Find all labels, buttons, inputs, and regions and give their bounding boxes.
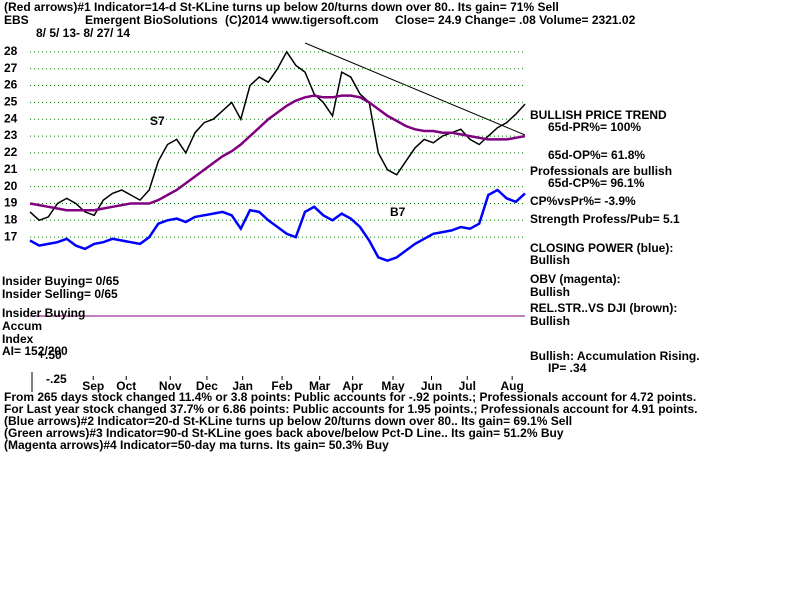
note: OBV (magenta): <box>530 272 621 286</box>
note: Strength Profess/Pub= 5.1 <box>530 212 680 226</box>
side-note: Index <box>2 332 34 346</box>
note: 65d-OP%= 61.8% <box>548 148 645 162</box>
signal-label: B7 <box>390 205 406 219</box>
x-tick-label: Jan <box>232 379 253 393</box>
footer-line: (Green arrows)#3 Indicator=90-d St-KLine… <box>4 426 564 440</box>
date-range: 8/ 5/ 13- 8/ 27/ 14 <box>36 26 130 40</box>
company: Emergent BioSolutions <box>85 13 218 27</box>
y-tick-label: 20 <box>4 179 18 193</box>
x-tick-label: Aug <box>501 379 524 393</box>
side-note: Insider Selling= 0/65 <box>2 287 118 301</box>
legend-entry: CLOSING POWER (blue): <box>530 241 673 255</box>
x-tick-label: Nov <box>159 379 182 393</box>
signal-label: S7 <box>150 114 165 128</box>
note: Bullish <box>530 314 570 328</box>
series-line <box>29 50 526 222</box>
quote: Close= 24.9 Change= .08 Volume= 2321.02 <box>395 13 636 27</box>
note: 65d-PR%= 100% <box>548 120 641 134</box>
note: Professionals are bullish <box>530 164 672 178</box>
y-tick-label: 19 <box>4 196 18 210</box>
x-tick-label: Sep <box>82 379 104 393</box>
note: Bullish: Accumulation Rising. <box>530 349 700 363</box>
x-tick-label: Apr <box>342 379 363 393</box>
x-tick-label: Mar <box>309 379 331 393</box>
note: Bullish <box>530 253 570 267</box>
series-line <box>29 94 526 212</box>
note: 65d-CP%= 96.1% <box>548 176 645 190</box>
note: BULLISH PRICE TREND <box>530 108 667 122</box>
side-note: Insider Buying= 0/65 <box>2 274 119 288</box>
trend-line <box>304 42 526 136</box>
note: REL.STR..VS DJI (brown): <box>530 301 677 315</box>
side-note: Insider Buying <box>2 306 85 320</box>
y-tick-label: 25 <box>4 95 18 109</box>
x-tick-label: Jul <box>459 379 476 393</box>
x-tick-label: May <box>381 379 405 393</box>
side-note: +.50 <box>38 348 62 362</box>
note: CP%vsPr%= -3.9% <box>530 194 636 208</box>
y-tick-label: 28 <box>4 44 18 58</box>
y-tick-label: 23 <box>4 128 18 142</box>
y-tick-label: 21 <box>4 162 18 176</box>
y-tick-label: 17 <box>4 229 18 243</box>
x-tick-label: Feb <box>271 379 292 393</box>
x-tick-label: Oct <box>116 379 136 393</box>
copyright: (C)2014 www.tigersoft.com <box>225 13 379 27</box>
note: Bullish <box>530 285 570 299</box>
y-tick-label: 26 <box>4 78 18 92</box>
y-tick-label: 24 <box>4 111 18 125</box>
footer-line: From 265 days stock changed 11.4% or 3.8… <box>4 390 696 404</box>
side-note: AI= 152/200 <box>2 344 68 358</box>
y-tick-label: 27 <box>4 61 18 75</box>
side-note: Accum <box>2 319 42 333</box>
footer-line: (Magenta arrows)#4 Indicator=50-day ma t… <box>4 438 389 452</box>
side-note: -.25 <box>46 372 67 386</box>
series-line <box>29 188 526 263</box>
title: (Red arrows)#1 Indicator=14-d St-KLine t… <box>4 0 559 14</box>
note: IP= .34 <box>548 361 587 375</box>
footer-line: (Blue arrows)#2 Indicator=20-d St-KLine … <box>4 414 572 428</box>
y-tick-label: 18 <box>4 212 18 226</box>
ticker: EBS <box>4 13 29 27</box>
y-tick-label: 22 <box>4 145 18 159</box>
footer-line: For Last year stock changed 37.7% or 6.8… <box>4 402 698 416</box>
x-tick-label: Jun <box>421 379 442 393</box>
x-tick-label: Dec <box>196 379 218 393</box>
